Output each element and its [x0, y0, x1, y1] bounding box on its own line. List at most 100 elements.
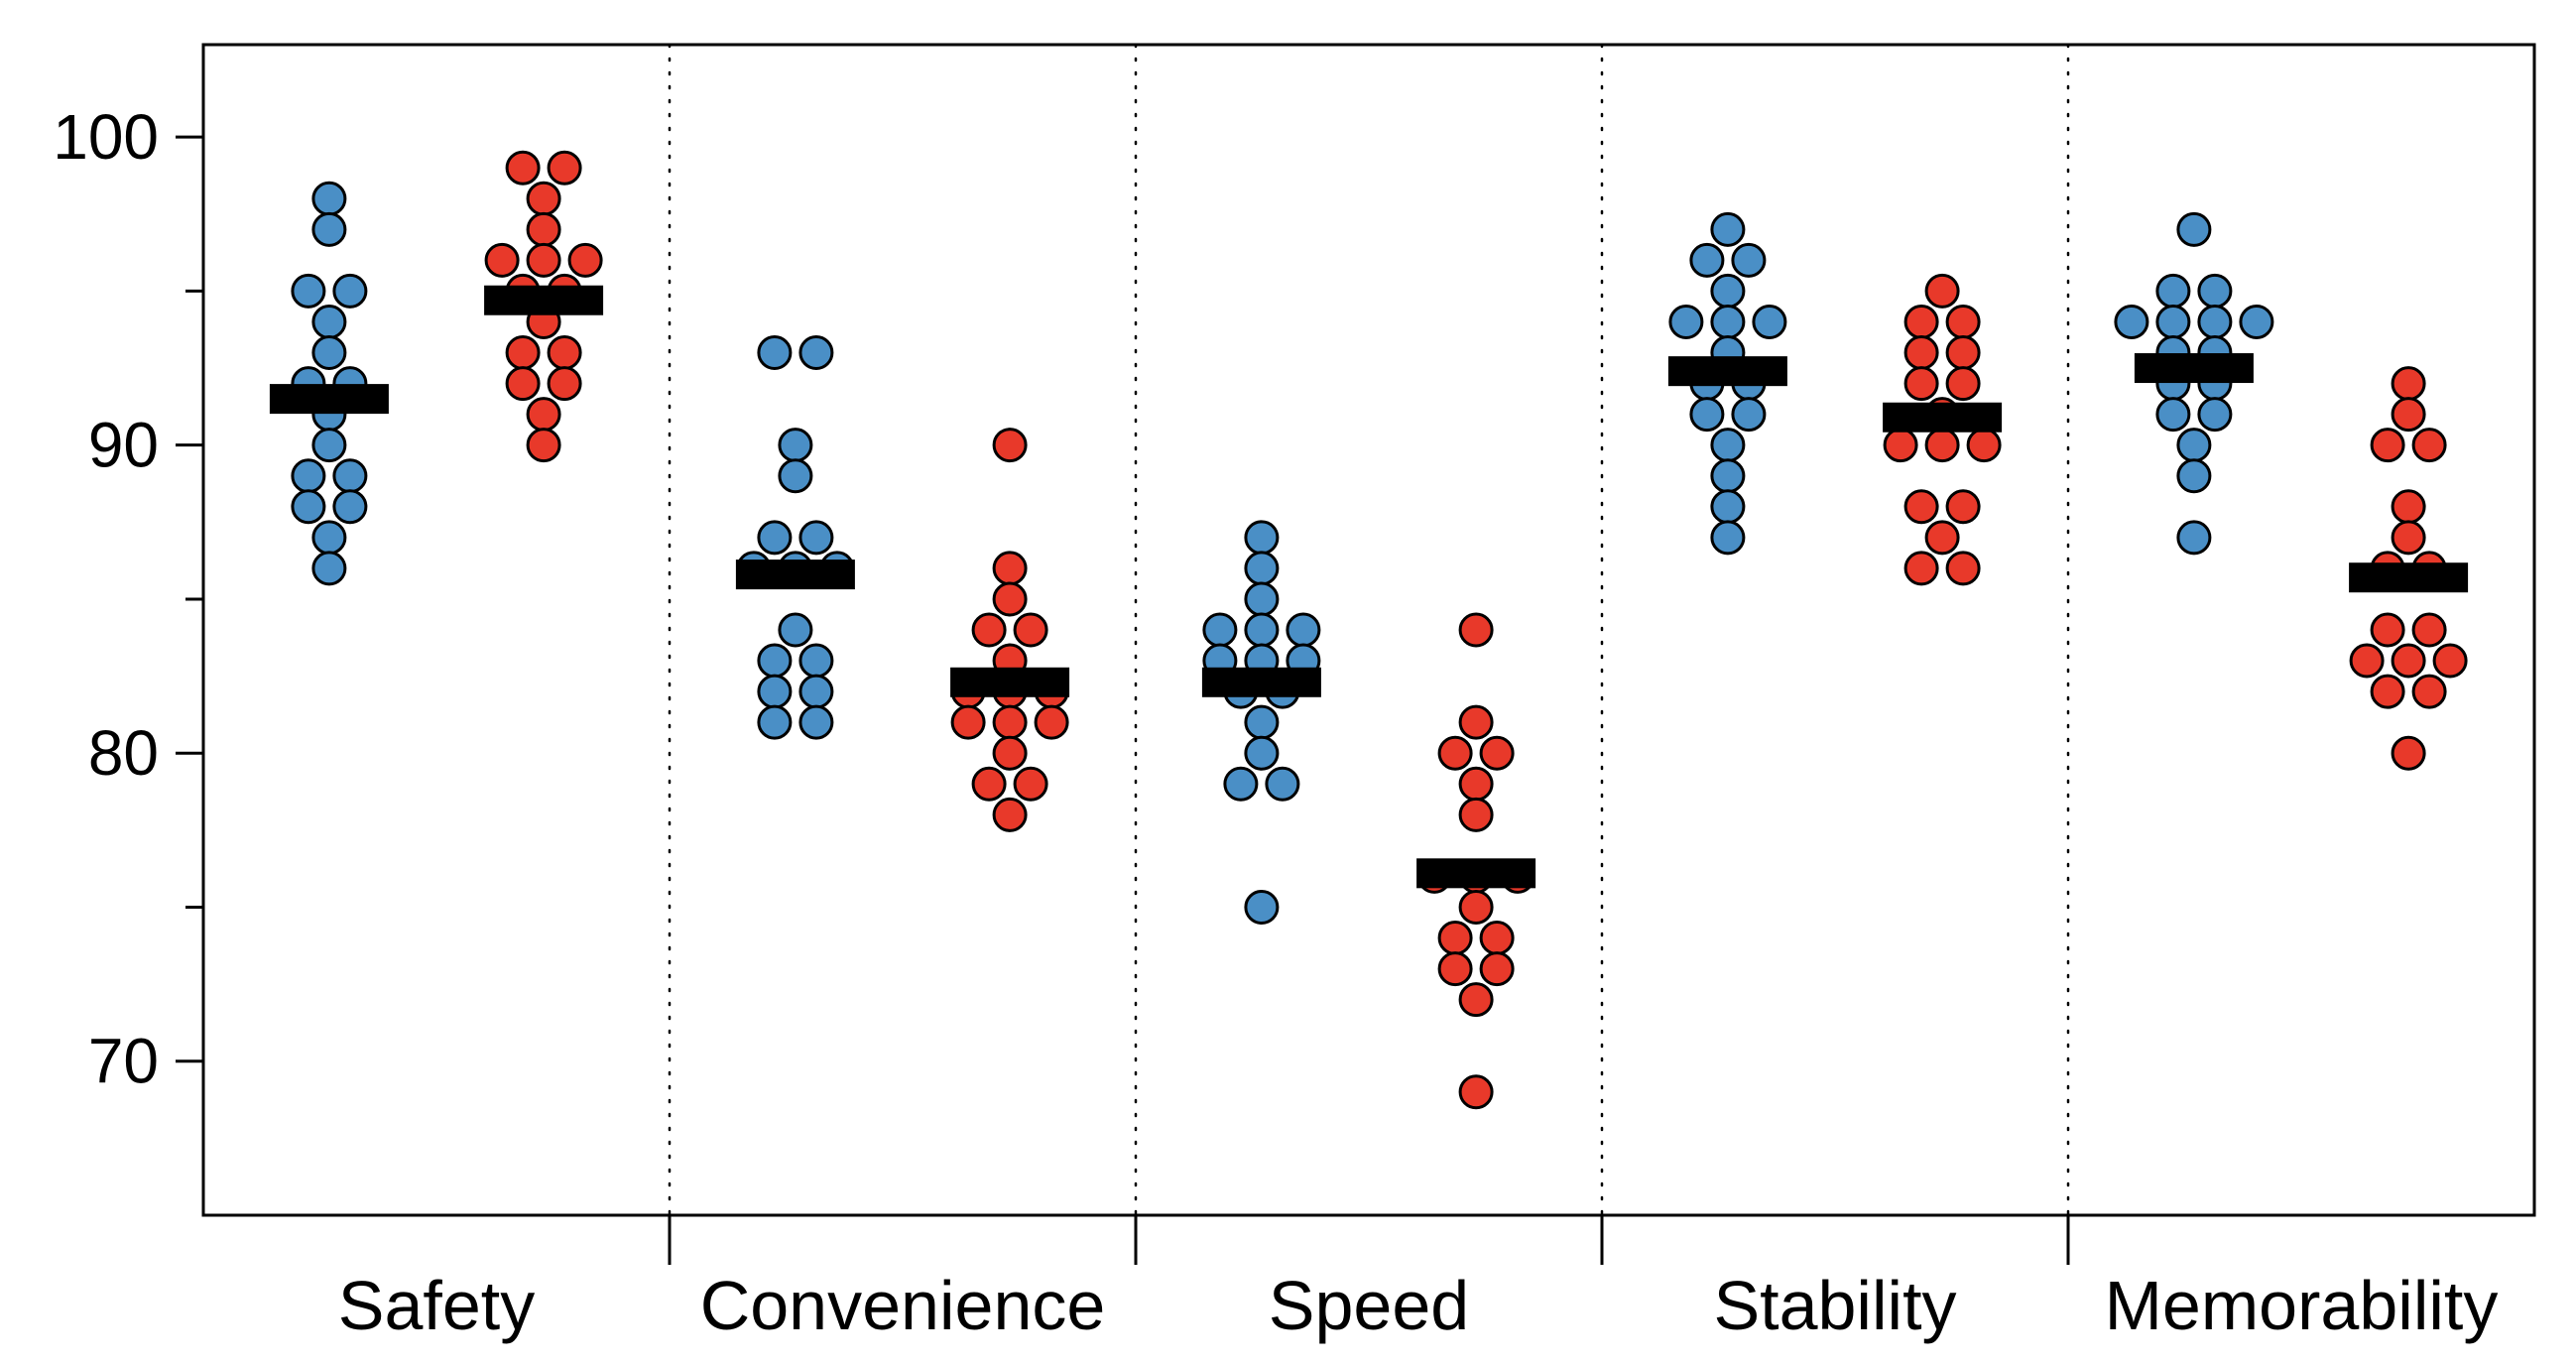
data-point-safety-red — [526, 181, 561, 216]
data-point-stability-blue — [1731, 242, 1767, 278]
data-point-speed-red — [1458, 982, 1494, 1018]
data-point-convenience-red — [992, 428, 1028, 463]
data-point-stability-red — [1945, 335, 1981, 371]
data-point-memorability-blue — [2197, 273, 2233, 309]
plot-frame — [201, 43, 2536, 1217]
data-point-safety-red — [547, 366, 582, 402]
data-point-safety-blue — [332, 489, 368, 525]
category-separators — [668, 43, 2070, 1217]
data-point-convenience-red — [971, 766, 1007, 802]
data-point-memorability-blue — [2197, 397, 2233, 433]
data-point-stability-blue — [1710, 520, 1746, 556]
data-point-convenience-blue — [757, 643, 793, 679]
data-point-memorability-blue — [2176, 520, 2212, 556]
data-point-stability-blue — [1668, 304, 1704, 339]
data-point-speed-red — [1479, 735, 1515, 771]
data-point-convenience-red — [950, 704, 986, 740]
data-point-safety-red — [526, 428, 561, 463]
data-point-stability-blue — [1752, 304, 1787, 339]
data-point-safety-red — [484, 242, 520, 278]
data-point-stability-blue — [1689, 242, 1725, 278]
data-point-safety-blue — [311, 428, 347, 463]
data-point-speed-blue — [1244, 612, 1280, 648]
data-point-safety-red — [505, 335, 541, 371]
data-point-stability-red — [1966, 428, 2002, 463]
data-point-stability-blue — [1731, 397, 1767, 433]
data-point-memorability-red — [2411, 612, 2447, 648]
data-point-stability-red — [1924, 273, 1960, 309]
data-point-convenience-blue — [798, 520, 834, 556]
data-point-memorability-red — [2370, 674, 2405, 709]
data-point-memorability-blue — [2155, 304, 2191, 339]
plot-border — [201, 43, 2536, 1217]
data-point-stability-red — [1924, 520, 1960, 556]
data-point-stability-blue — [1689, 397, 1725, 433]
data-point-safety-blue — [311, 211, 347, 247]
data-point-convenience-red — [992, 581, 1028, 617]
data-point-speed-blue — [1244, 581, 1280, 617]
data-point-convenience-blue — [798, 674, 834, 709]
data-point-safety-blue — [291, 273, 326, 309]
data-point-speed-blue — [1244, 551, 1280, 586]
data-point-stability-red — [1945, 489, 1981, 525]
data-point-memorability-blue — [2114, 304, 2149, 339]
data-point-convenience-red — [1034, 704, 1069, 740]
data-point-speed-blue — [1244, 889, 1280, 925]
data-point-speed-red — [1458, 766, 1494, 802]
data-point-memorability-red — [2411, 674, 2447, 709]
data-point-stability-red — [1945, 304, 1981, 339]
data-point-speed-red — [1479, 921, 1515, 956]
data-point-safety-red — [547, 150, 582, 186]
data-point-safety-blue — [291, 458, 326, 494]
data-point-memorability-red — [2432, 643, 2468, 679]
data-point-convenience-red — [1013, 766, 1048, 802]
data-point-memorability-blue — [2176, 428, 2212, 463]
data-point-stability-blue — [1710, 211, 1746, 247]
data-point-convenience-blue — [798, 704, 834, 740]
data-point-convenience-blue — [778, 428, 813, 463]
data-point-convenience-blue — [757, 674, 793, 709]
data-point-stability-red — [1903, 551, 1939, 586]
y-tick-label: 80 — [88, 717, 159, 789]
data-point-memorability-red — [2370, 428, 2405, 463]
data-point-safety-blue — [311, 551, 347, 586]
data-point-speed-red — [1458, 889, 1494, 925]
data-point-memorability-red — [2391, 643, 2426, 679]
data-point-convenience-blue — [757, 335, 793, 371]
data-point-speed-red — [1458, 1074, 1494, 1110]
y-tick-label: 70 — [88, 1026, 159, 1097]
category-label-safety: Safety — [338, 1267, 535, 1344]
mean-bars — [269, 285, 2469, 889]
data-point-convenience-red — [992, 704, 1028, 740]
data-point-convenience-red — [1013, 612, 1048, 648]
data-point-safety-blue — [311, 181, 347, 216]
data-point-convenience-red — [971, 612, 1007, 648]
data-point-stability-blue — [1710, 273, 1746, 309]
data-point-safety-red — [505, 150, 541, 186]
data-point-convenience-red — [992, 735, 1028, 771]
data-point-convenience-blue — [778, 612, 813, 648]
data-point-memorability-red — [2370, 612, 2405, 648]
data-point-convenience-blue — [757, 520, 793, 556]
data-point-stability-red — [1924, 428, 1960, 463]
data-point-safety-blue — [311, 335, 347, 371]
data-point-speed-red — [1458, 612, 1494, 648]
data-point-speed-blue — [1244, 704, 1280, 740]
data-point-safety-red — [526, 242, 561, 278]
mean-bar-speed-red — [1416, 858, 1536, 889]
data-point-speed-blue — [1202, 612, 1238, 648]
mean-bar-safety-red — [484, 285, 604, 315]
data-point-stability-blue — [1710, 489, 1746, 525]
category-label-memorability: Memorability — [2105, 1267, 2499, 1344]
y-tick-label: 90 — [88, 410, 159, 481]
data-point-memorability-red — [2411, 428, 2447, 463]
data-point-memorability-red — [2391, 489, 2426, 525]
data-point-safety-red — [547, 335, 582, 371]
y-tick-label: 100 — [53, 101, 159, 173]
data-point-speed-red — [1437, 921, 1473, 956]
data-point-stability-red — [1903, 366, 1939, 402]
data-point-speed-red — [1437, 951, 1473, 987]
data-point-memorability-red — [2349, 643, 2385, 679]
data-point-safety-blue — [332, 273, 368, 309]
